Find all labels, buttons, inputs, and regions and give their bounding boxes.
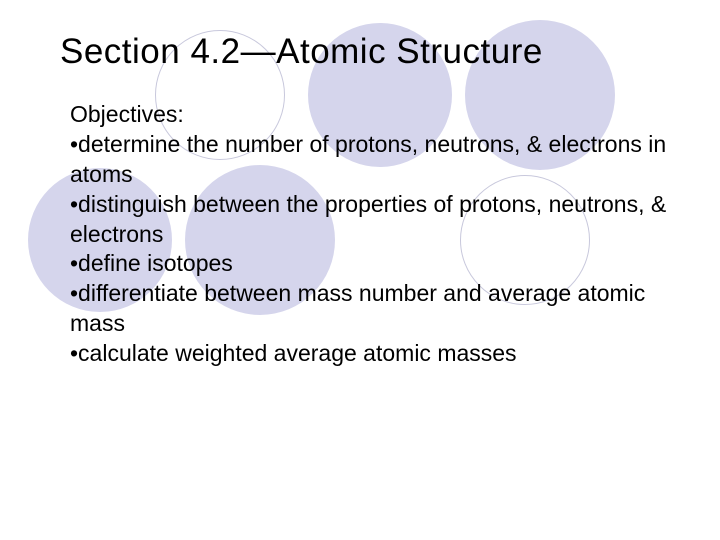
bullet-item: •distinguish between the properties of p… bbox=[70, 190, 670, 250]
bullet-item: •calculate weighted average atomic masse… bbox=[70, 339, 670, 369]
slide-title: Section 4.2—Atomic Structure bbox=[60, 32, 670, 72]
slide-content: Section 4.2—Atomic Structure Objectives:… bbox=[0, 0, 720, 369]
bullet-item: •differentiate between mass number and a… bbox=[70, 279, 670, 339]
bullet-item: •define isotopes bbox=[70, 249, 670, 279]
objectives-block: Objectives: •determine the number of pro… bbox=[70, 100, 670, 369]
bullet-item: •determine the number of protons, neutro… bbox=[70, 130, 670, 190]
objectives-label: Objectives: bbox=[70, 100, 670, 130]
